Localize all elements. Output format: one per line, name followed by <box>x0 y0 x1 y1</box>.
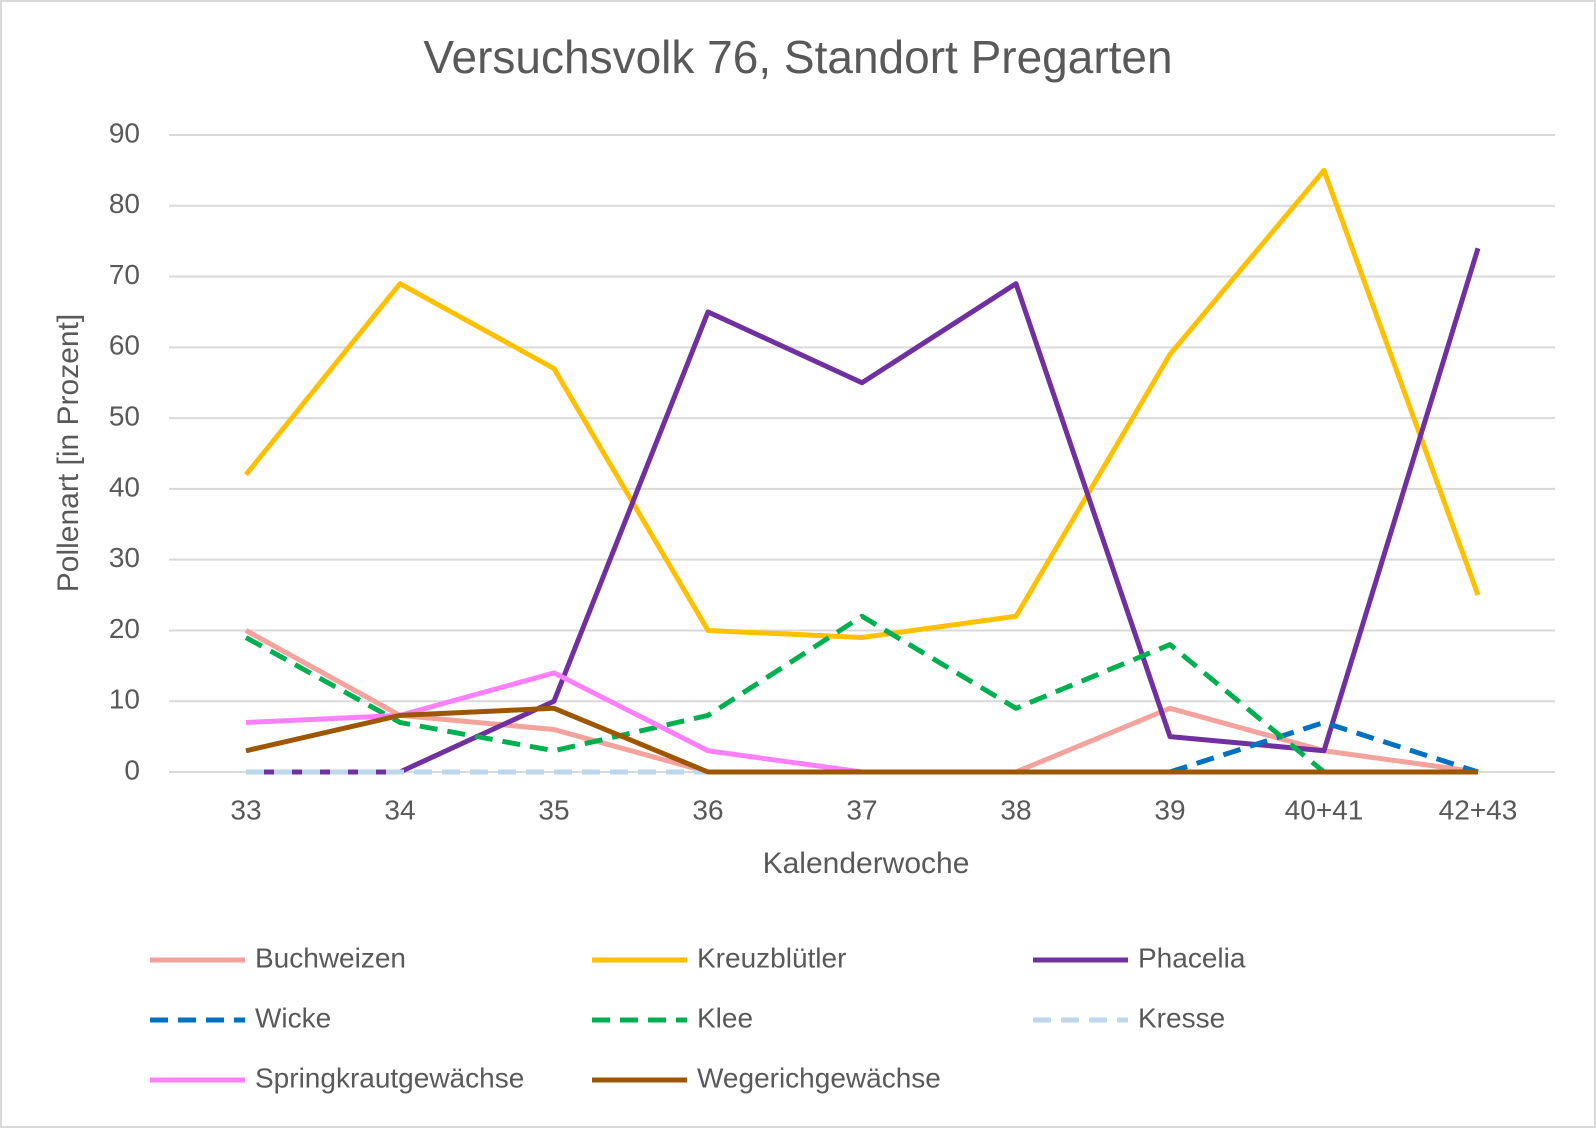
y-tick-label: 90 <box>109 117 140 148</box>
legend-label: Buchweizen <box>255 942 406 973</box>
x-tick-label: 34 <box>384 794 415 825</box>
y-tick-label: 10 <box>109 684 140 715</box>
y-tick-label: 0 <box>124 754 140 785</box>
legend-label: Wegerichgewächse <box>697 1062 941 1093</box>
x-tick-label: 39 <box>1154 794 1185 825</box>
chart-title: Versuchsvolk 76, Standort Pregarten <box>423 31 1172 83</box>
legend-label: Springkrautgewächse <box>255 1062 524 1093</box>
legend-label: Kreuzblütler <box>697 942 846 973</box>
x-tick-label: 37 <box>846 794 877 825</box>
x-tick-label: 35 <box>538 794 569 825</box>
legend-label: Wicke <box>255 1002 331 1033</box>
x-tick-label: 42+43 <box>1439 794 1518 825</box>
x-tick-label: 36 <box>692 794 723 825</box>
x-tick-label: 38 <box>1000 794 1031 825</box>
y-tick-label: 40 <box>109 471 140 502</box>
legend-label: Kresse <box>1138 1002 1225 1033</box>
y-tick-label: 80 <box>109 188 140 219</box>
y-tick-label: 30 <box>109 542 140 573</box>
series-line <box>244 613 1478 775</box>
y-tick-label: 50 <box>109 401 140 432</box>
x-tick-label: 33 <box>230 794 261 825</box>
y-tick-label: 60 <box>109 330 140 361</box>
series-line <box>244 167 1481 641</box>
legend-label: Phacelia <box>1138 942 1246 973</box>
x-tick-label: 40+41 <box>1285 794 1364 825</box>
y-axis-title: Pollenart [in Prozent] <box>52 314 85 592</box>
legend-label: Klee <box>697 1002 753 1033</box>
y-tick-label: 20 <box>109 613 140 644</box>
series-line <box>246 247 1481 775</box>
series-line <box>245 705 1478 775</box>
x-axis-title: Kalenderwoche <box>763 847 970 880</box>
y-tick-label: 70 <box>109 259 140 290</box>
